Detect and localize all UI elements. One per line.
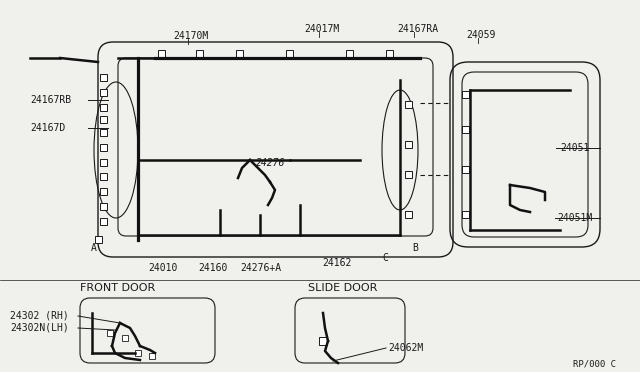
Text: 24167RB: 24167RB xyxy=(30,95,71,105)
Text: SLIDE DOOR: SLIDE DOOR xyxy=(308,283,378,293)
Bar xyxy=(346,50,353,57)
Bar xyxy=(122,335,128,341)
Bar xyxy=(405,211,412,218)
Text: 24010: 24010 xyxy=(148,263,177,273)
Bar xyxy=(100,116,107,123)
Bar xyxy=(286,50,293,57)
Text: RP/000 C: RP/000 C xyxy=(573,359,616,369)
Bar xyxy=(386,50,393,57)
Bar xyxy=(100,129,107,136)
Text: 24162: 24162 xyxy=(322,258,351,268)
Bar xyxy=(100,144,107,151)
Bar xyxy=(100,159,107,166)
Bar xyxy=(107,330,113,336)
Text: 24051M: 24051M xyxy=(557,213,592,223)
Text: 24302N(LH): 24302N(LH) xyxy=(10,323,68,333)
Text: C: C xyxy=(382,253,388,263)
Text: 24160: 24160 xyxy=(198,263,227,273)
Bar xyxy=(405,171,412,178)
Text: 24059: 24059 xyxy=(466,30,495,40)
Bar xyxy=(405,101,412,108)
Bar xyxy=(462,166,469,173)
Bar xyxy=(100,188,107,195)
Text: 24276: 24276 xyxy=(256,158,285,168)
Text: 24017M: 24017M xyxy=(304,24,339,34)
Bar xyxy=(236,50,243,57)
Bar xyxy=(100,173,107,180)
Text: 24302 (RH): 24302 (RH) xyxy=(10,311,68,321)
Bar xyxy=(100,104,107,111)
Bar xyxy=(462,211,469,218)
Bar xyxy=(100,74,107,81)
Text: 24167RA: 24167RA xyxy=(397,24,438,34)
Text: A: A xyxy=(91,243,97,253)
Text: 24051: 24051 xyxy=(560,143,589,153)
Bar xyxy=(319,337,327,345)
Text: 24170M: 24170M xyxy=(173,31,208,41)
Bar xyxy=(100,89,107,96)
Bar xyxy=(462,126,469,133)
Bar xyxy=(405,141,412,148)
Bar xyxy=(149,353,155,359)
Bar xyxy=(196,50,203,57)
Bar xyxy=(462,91,469,98)
Bar xyxy=(135,350,141,356)
Bar xyxy=(100,203,107,210)
Text: 24167D: 24167D xyxy=(30,123,65,133)
Text: 24062M: 24062M xyxy=(388,343,423,353)
Bar xyxy=(158,50,165,57)
Text: FRONT DOOR: FRONT DOOR xyxy=(80,283,156,293)
Bar xyxy=(100,218,107,225)
Text: B: B xyxy=(412,243,418,253)
Bar xyxy=(95,236,102,243)
Text: 24276+A: 24276+A xyxy=(240,263,281,273)
